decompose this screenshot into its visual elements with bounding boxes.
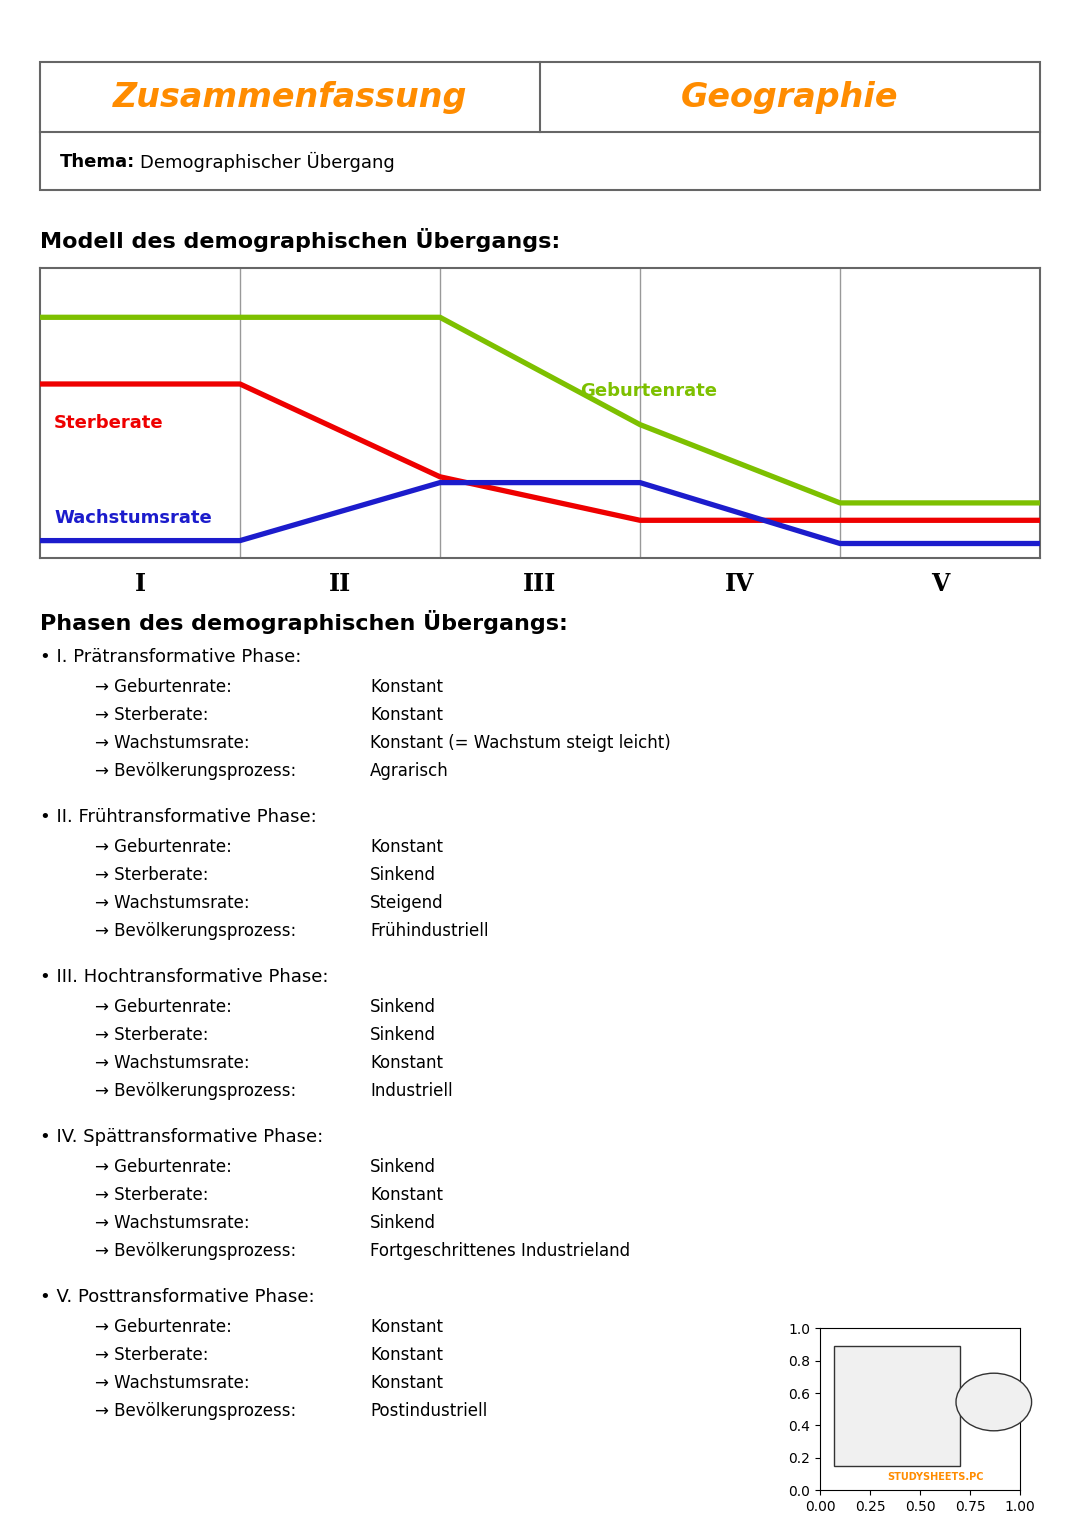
Text: Konstant: Konstant [370, 705, 443, 724]
Text: → Bevölkerungsprozess:: → Bevölkerungsprozess: [95, 1083, 296, 1099]
Text: • II. Frühtransformative Phase:: • II. Frühtransformative Phase: [40, 808, 316, 826]
Text: Sinkend: Sinkend [370, 1026, 436, 1044]
Text: Phasen des demographischen Übergangs:: Phasen des demographischen Übergangs: [40, 609, 568, 634]
Text: → Geburtenrate:: → Geburtenrate: [95, 1157, 232, 1176]
Text: Wachstumsrate: Wachstumsrate [54, 508, 212, 527]
Text: → Geburtenrate:: → Geburtenrate: [95, 838, 232, 857]
Text: Industriell: Industriell [370, 1083, 453, 1099]
Text: Konstant: Konstant [370, 678, 443, 696]
Text: • V. Posttransformative Phase:: • V. Posttransformative Phase: [40, 1287, 314, 1306]
Text: Sinkend: Sinkend [370, 1214, 436, 1232]
Text: → Wachstumsrate:: → Wachstumsrate: [95, 1374, 249, 1393]
Text: Konstant: Konstant [370, 1186, 443, 1203]
Text: STUDYSHEETS.PC: STUDYSHEETS.PC [887, 1472, 983, 1483]
Text: → Geburtenrate:: → Geburtenrate: [95, 999, 232, 1015]
Text: Konstant: Konstant [370, 1374, 443, 1393]
Text: → Sterberate:: → Sterberate: [95, 705, 208, 724]
Text: → Wachstumsrate:: → Wachstumsrate: [95, 1054, 249, 1072]
Text: → Sterberate:: → Sterberate: [95, 1345, 208, 1364]
Text: • I. Prätransformative Phase:: • I. Prätransformative Phase: [40, 647, 301, 666]
Text: • III. Hochtransformative Phase:: • III. Hochtransformative Phase: [40, 968, 328, 986]
Text: Sterberate: Sterberate [54, 414, 164, 432]
Text: → Wachstumsrate:: → Wachstumsrate: [95, 734, 249, 751]
Circle shape [956, 1373, 1031, 1431]
Text: → Sterberate:: → Sterberate: [95, 1026, 208, 1044]
Text: Thema:: Thema: [60, 153, 135, 171]
Text: Agrarisch: Agrarisch [370, 762, 449, 780]
Text: • IV. Spättransformative Phase:: • IV. Spättransformative Phase: [40, 1128, 323, 1145]
Bar [834, 1345, 960, 1466]
Text: → Geburtenrate:: → Geburtenrate: [95, 678, 232, 696]
Text: → Geburtenrate:: → Geburtenrate: [95, 1318, 232, 1336]
Text: → Bevölkerungsprozess:: → Bevölkerungsprozess: [95, 922, 296, 941]
Text: → Sterberate:: → Sterberate: [95, 1186, 208, 1203]
Text: Konstant: Konstant [370, 1345, 443, 1364]
Text: Sinkend: Sinkend [370, 866, 436, 884]
Text: Sinkend: Sinkend [370, 999, 436, 1015]
Text: Konstant: Konstant [370, 838, 443, 857]
Text: Frühindustriell: Frühindustriell [370, 922, 488, 941]
Text: Konstant: Konstant [370, 1054, 443, 1072]
Text: → Wachstumsrate:: → Wachstumsrate: [95, 1214, 249, 1232]
Text: Modell des demographischen Übergangs:: Modell des demographischen Übergangs: [40, 228, 561, 252]
Text: Postindustriell: Postindustriell [370, 1402, 487, 1420]
Text: Fortgeschrittenes Industrieland: Fortgeschrittenes Industrieland [370, 1241, 630, 1260]
Text: → Wachstumsrate:: → Wachstumsrate: [95, 893, 249, 912]
Text: Geographie: Geographie [681, 81, 899, 115]
Text: → Bevölkerungsprozess:: → Bevölkerungsprozess: [95, 762, 296, 780]
Text: → Sterberate:: → Sterberate: [95, 866, 208, 884]
Text: Geburtenrate: Geburtenrate [580, 382, 717, 400]
Text: Zusammenfassung: Zusammenfassung [112, 81, 468, 115]
Text: Sinkend: Sinkend [370, 1157, 436, 1176]
Text: → Bevölkerungsprozess:: → Bevölkerungsprozess: [95, 1241, 296, 1260]
Text: Demographischer Übergang: Demographischer Übergang [140, 151, 395, 173]
Text: → Bevölkerungsprozess:: → Bevölkerungsprozess: [95, 1402, 296, 1420]
Text: Konstant (= Wachstum steigt leicht): Konstant (= Wachstum steigt leicht) [370, 734, 671, 751]
Text: Steigend: Steigend [370, 893, 444, 912]
Text: Konstant: Konstant [370, 1318, 443, 1336]
